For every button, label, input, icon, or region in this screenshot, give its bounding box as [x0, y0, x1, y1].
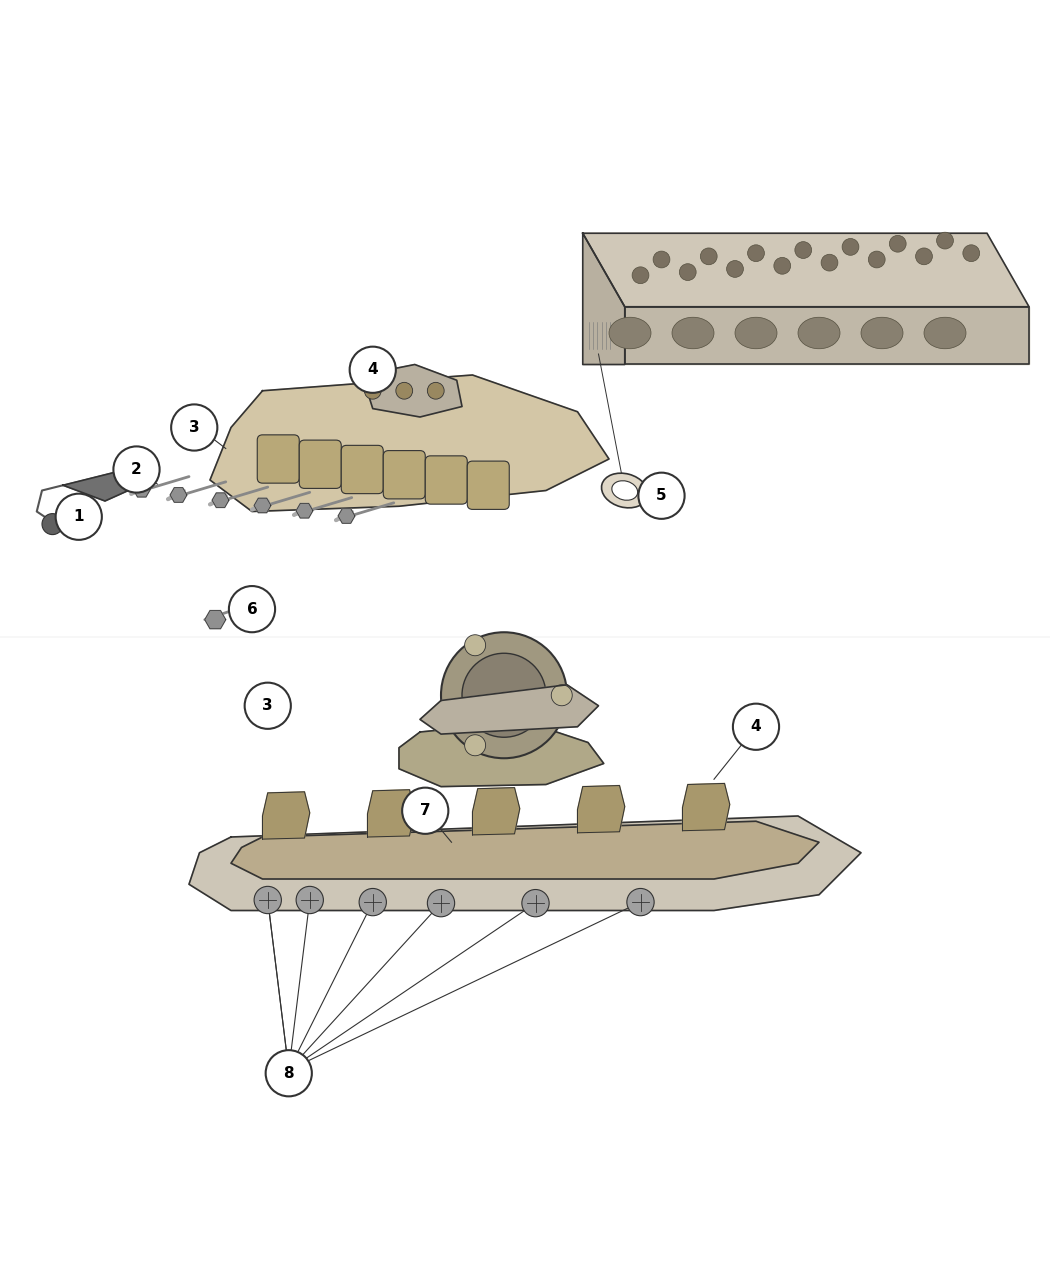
Polygon shape	[170, 488, 187, 502]
Text: 8: 8	[284, 1066, 294, 1081]
FancyBboxPatch shape	[341, 445, 383, 493]
FancyBboxPatch shape	[299, 440, 341, 488]
Text: 4: 4	[751, 719, 761, 734]
Circle shape	[700, 247, 717, 265]
Polygon shape	[583, 233, 1029, 307]
Ellipse shape	[672, 317, 714, 349]
Circle shape	[774, 258, 791, 274]
Polygon shape	[399, 722, 604, 787]
Circle shape	[551, 685, 572, 706]
Circle shape	[171, 404, 217, 450]
Ellipse shape	[612, 481, 637, 500]
Polygon shape	[583, 233, 625, 365]
Circle shape	[42, 514, 63, 534]
Circle shape	[748, 245, 764, 261]
Circle shape	[296, 886, 323, 914]
FancyBboxPatch shape	[257, 435, 299, 483]
Circle shape	[632, 266, 649, 283]
Text: 1: 1	[74, 509, 84, 524]
Text: 6: 6	[247, 602, 257, 617]
Polygon shape	[472, 788, 520, 835]
Circle shape	[916, 247, 932, 265]
Polygon shape	[205, 611, 226, 629]
Circle shape	[113, 446, 160, 492]
Circle shape	[727, 260, 743, 278]
Ellipse shape	[861, 317, 903, 349]
Polygon shape	[262, 792, 310, 839]
Polygon shape	[420, 685, 598, 734]
Circle shape	[427, 382, 444, 399]
Circle shape	[464, 635, 485, 655]
Circle shape	[350, 347, 396, 393]
Circle shape	[868, 251, 885, 268]
Text: 5: 5	[656, 488, 667, 504]
Circle shape	[441, 632, 567, 759]
Polygon shape	[338, 509, 355, 523]
Circle shape	[679, 264, 696, 280]
Circle shape	[56, 493, 102, 539]
Polygon shape	[368, 789, 415, 836]
Polygon shape	[254, 499, 271, 513]
Polygon shape	[296, 504, 313, 518]
Polygon shape	[231, 821, 819, 878]
Circle shape	[963, 245, 980, 261]
Circle shape	[795, 242, 812, 259]
Circle shape	[245, 682, 291, 729]
Polygon shape	[189, 816, 861, 910]
Circle shape	[627, 889, 654, 915]
Circle shape	[359, 889, 386, 915]
Ellipse shape	[602, 473, 648, 507]
Polygon shape	[210, 375, 609, 511]
Text: 4: 4	[368, 362, 378, 377]
Circle shape	[266, 1051, 312, 1096]
Circle shape	[638, 473, 685, 519]
Circle shape	[427, 890, 455, 917]
Circle shape	[889, 236, 906, 252]
Circle shape	[733, 704, 779, 750]
Circle shape	[396, 382, 413, 399]
Polygon shape	[212, 493, 229, 507]
Polygon shape	[362, 365, 462, 417]
Ellipse shape	[609, 317, 651, 349]
Circle shape	[254, 886, 281, 914]
Polygon shape	[578, 785, 625, 833]
Polygon shape	[133, 482, 150, 497]
Text: 2: 2	[131, 462, 142, 477]
Polygon shape	[682, 783, 730, 831]
FancyBboxPatch shape	[425, 456, 467, 504]
Circle shape	[821, 254, 838, 272]
FancyBboxPatch shape	[467, 462, 509, 510]
Circle shape	[522, 890, 549, 917]
Polygon shape	[625, 307, 1029, 365]
Text: 3: 3	[189, 419, 200, 435]
Ellipse shape	[735, 317, 777, 349]
Circle shape	[464, 734, 485, 756]
Polygon shape	[63, 469, 147, 501]
Ellipse shape	[924, 317, 966, 349]
Circle shape	[402, 788, 448, 834]
Text: 7: 7	[420, 803, 430, 819]
Text: 3: 3	[262, 699, 273, 713]
Circle shape	[842, 238, 859, 255]
Ellipse shape	[798, 317, 840, 349]
Circle shape	[462, 653, 546, 737]
Circle shape	[229, 586, 275, 632]
Circle shape	[937, 232, 953, 249]
Circle shape	[653, 251, 670, 268]
Circle shape	[364, 382, 381, 399]
FancyBboxPatch shape	[383, 450, 425, 499]
